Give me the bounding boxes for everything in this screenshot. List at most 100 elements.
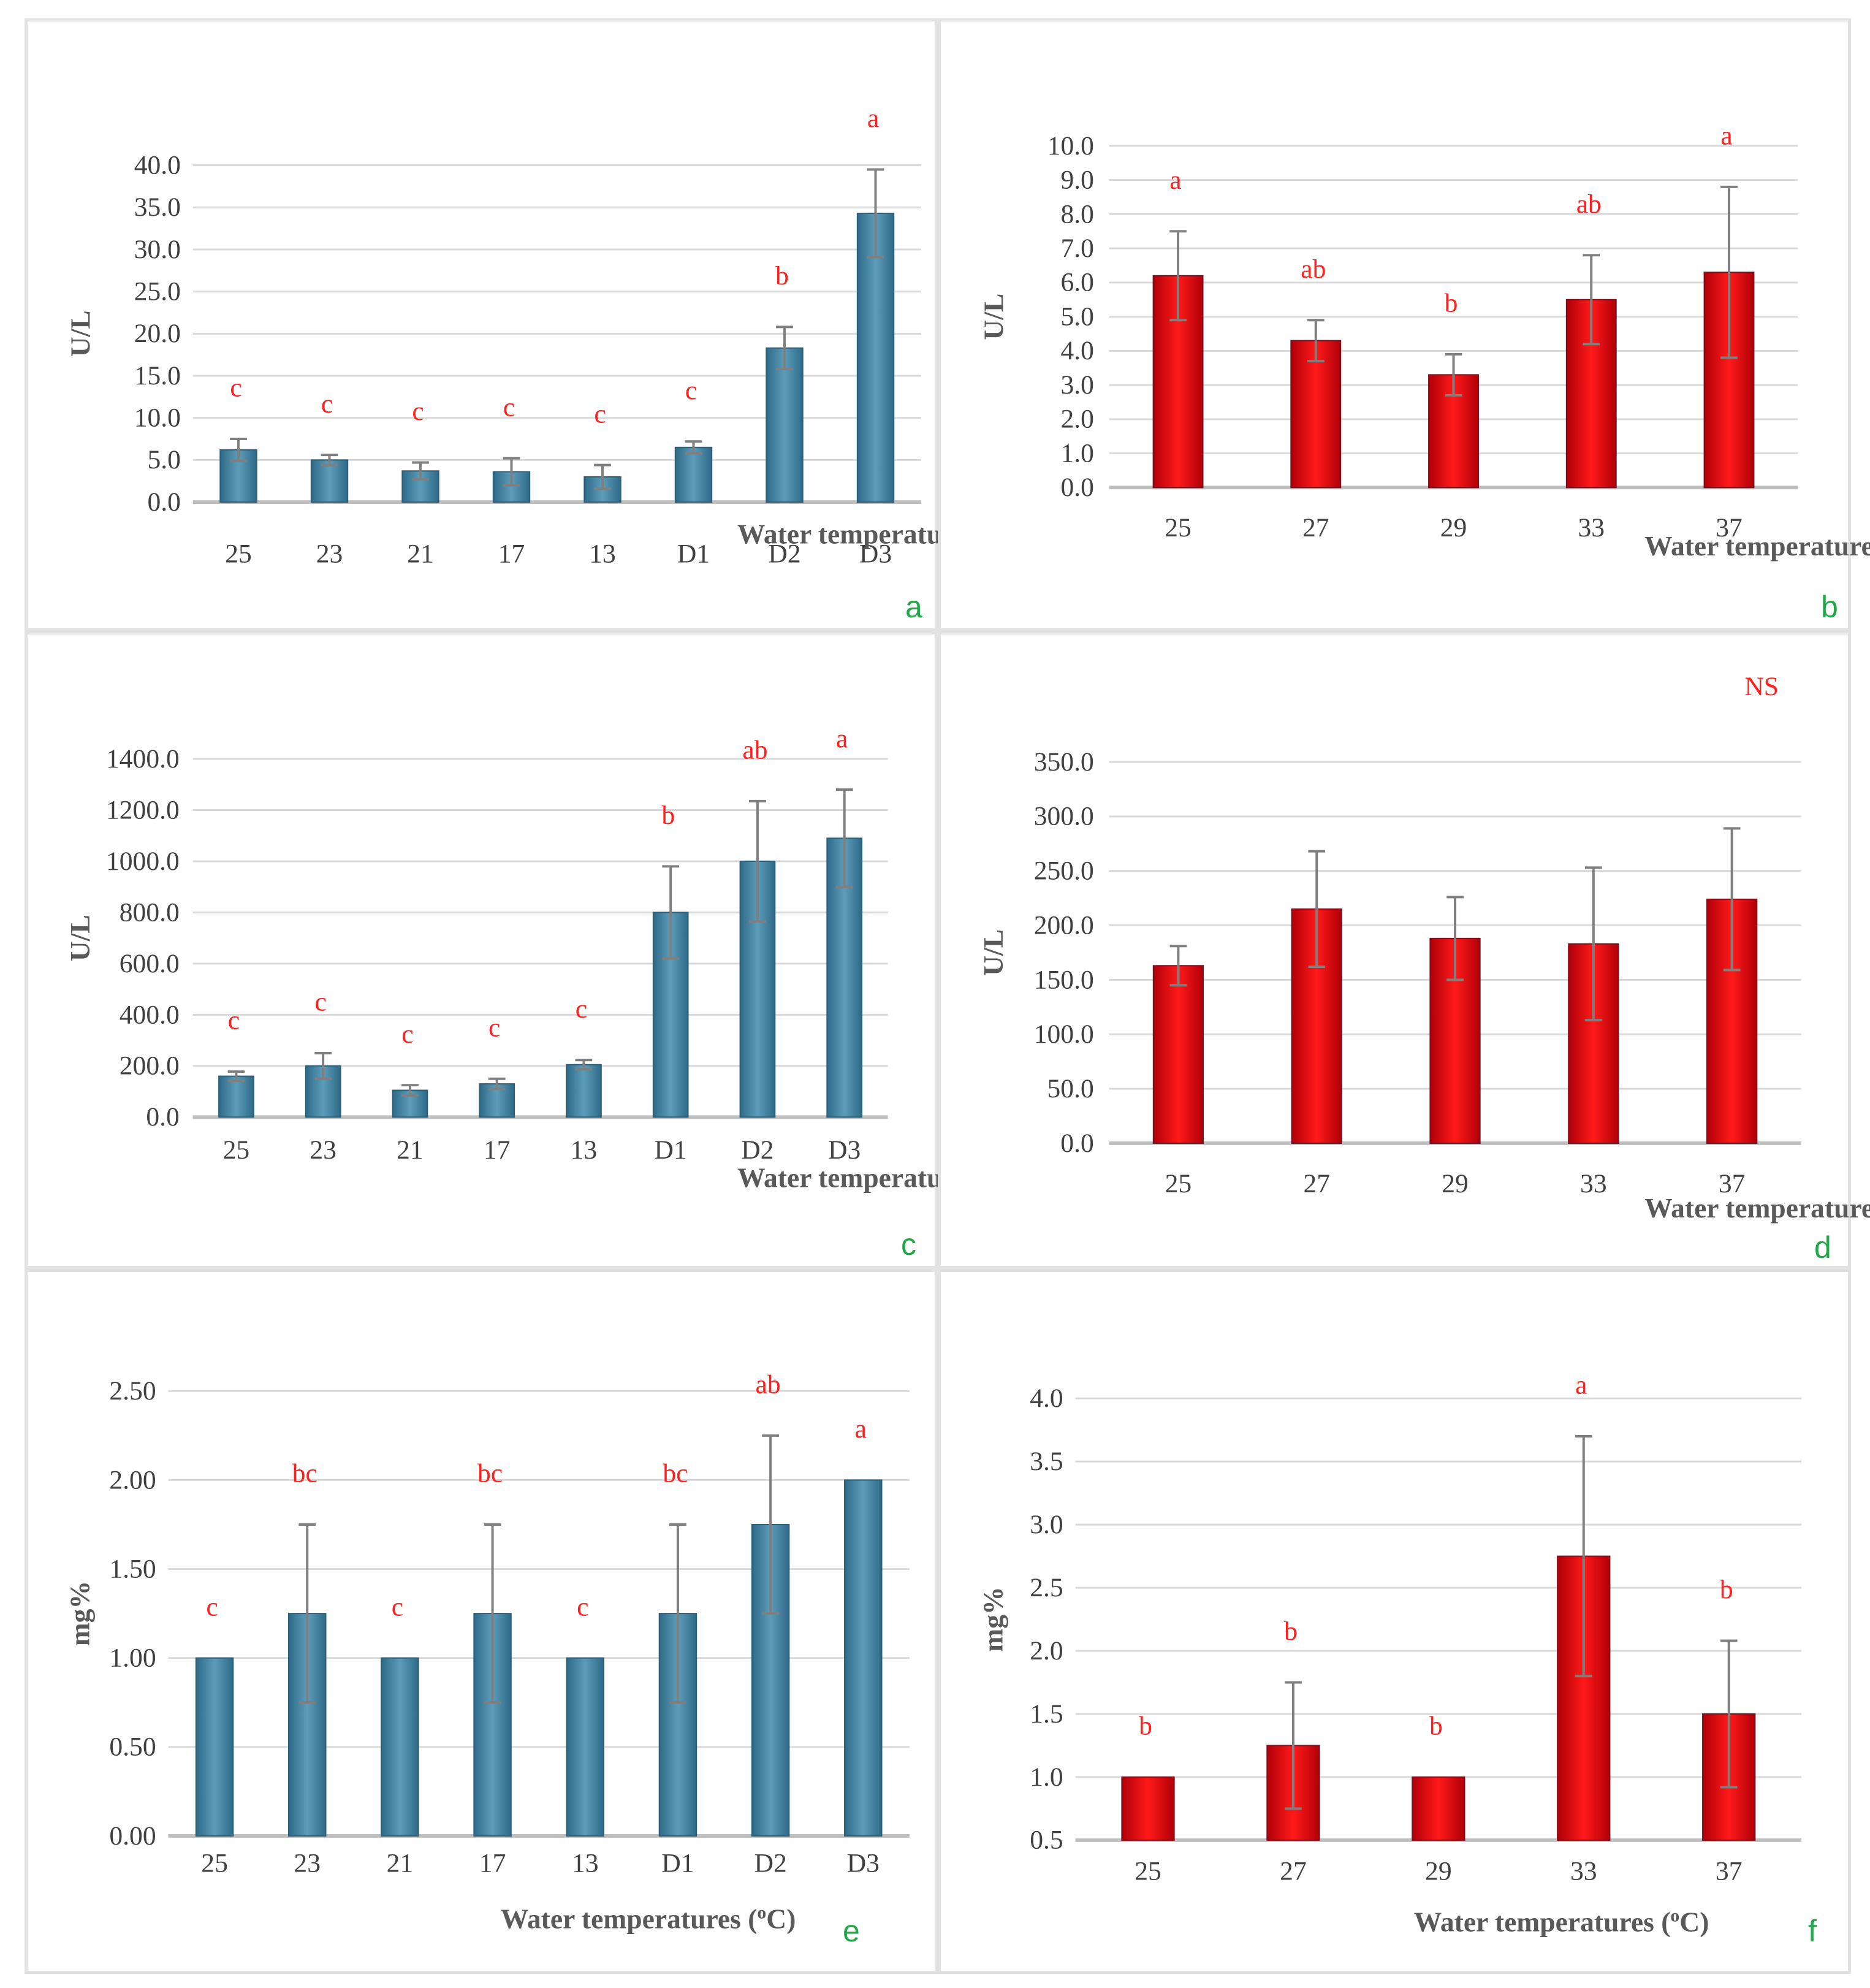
y-tick-label: 0.0 [148,487,181,517]
x-tick-label: 27 [1280,1856,1307,1886]
x-tick-label: 25 [223,1135,250,1165]
significance-letter: c [392,1592,403,1621]
y-tick-label: 1400.0 [106,744,180,774]
significance-letter: c [230,373,241,403]
bar [1121,1776,1175,1841]
x-tick-label: 33 [1578,513,1605,543]
y-axis-title: U/L [978,929,1009,976]
y-tick-label: 1.0 [1030,1762,1063,1792]
significance-letter: bc [292,1459,317,1488]
y-tick-label: 10.0 [134,403,181,433]
y-tick-label: 1200.0 [106,795,180,825]
y-tick-label: 300.0 [1034,802,1094,831]
bar [674,446,713,503]
x-tick-label: 25 [1135,1856,1161,1886]
significance-letter: c [321,389,333,419]
bar [566,1657,604,1837]
y-tick-label: 2.00 [109,1465,156,1495]
significance-letter: a [1720,121,1732,151]
chart-panel-f: 0.5 1.0 1.5 2.0 2.5 3.0 3.5 4.0 25 b 27 b 29 b 33 a 37 b m… [938,1269,1851,1974]
y-tick-label: 2.0 [1061,405,1094,434]
x-tick-label: D3 [828,1135,861,1165]
significance-letter: bc [663,1459,688,1488]
bar [381,1657,419,1837]
significance-letter: c [488,1013,500,1042]
bar [566,1064,602,1118]
significance-letter: c [576,994,587,1024]
x-tick-label: 37 [1719,1169,1746,1198]
x-tick-label: 29 [1440,513,1467,543]
significance-letter: a [1169,166,1181,195]
x-axis-title: Water temperatures (oC) [1644,1192,1870,1224]
y-tick-label: 5.0 [1061,302,1094,331]
panel-label-c: c [901,1227,916,1262]
chart-c-svg: 0.0 200.0 400.0 600.0 800.0 1000.0 1200.0 1400.… [64,724,1032,1193]
x-tick-label: 37 [1716,1856,1743,1886]
x-tick-label: D2 [768,539,800,568]
y-tick-label: 1.50 [109,1554,156,1583]
y-tick-label: 200.0 [1034,910,1094,940]
chart-b-svg: 0.0 1.0 2.0 3.0 4.0 5.0 6.0 7.0 8.0 9.0 10.0 25 a 27 a… [978,121,1870,562]
x-tick-label: 21 [407,539,434,568]
significance-letter: b [1720,1575,1733,1604]
y-tick-label: 2.50 [109,1376,156,1406]
x-axis-title: Water temperatures (oC) [1414,1906,1709,1938]
significance-letter: ab [1301,254,1326,284]
significance-letter: c [685,376,697,405]
significance-letter: a [855,1414,867,1444]
significance-letter: c [315,988,327,1017]
chart-panel-d: 0.0 50.0 100.0 150.0 200.0 250.0 300.0 350.0 25 2… [938,631,1870,1269]
significance-letter: c [594,399,606,428]
y-tick-label: 3.5 [1030,1447,1063,1476]
y-tick-label: 0.50 [109,1732,156,1762]
significance-letter: bc [477,1459,503,1488]
y-tick-label: 150.0 [1034,965,1094,994]
x-tick-label: 27 [1303,1169,1330,1198]
x-tick-label: 27 [1302,513,1329,543]
x-tick-label: 21 [397,1135,424,1165]
y-tick-label: 3.0 [1061,370,1094,400]
y-tick-label: 200.0 [120,1051,180,1081]
y-tick-label: 50.0 [1047,1074,1094,1103]
y-tick-label: 4.0 [1061,336,1094,365]
x-tick-label: D2 [741,1135,773,1165]
x-axis-title: Water temperatures (oC) [501,1903,796,1935]
y-tick-label: 6.0 [1061,268,1094,297]
y-tick-label: 7.0 [1061,234,1094,263]
x-tick-label: 29 [1425,1856,1452,1886]
x-tick-label: 21 [387,1848,414,1878]
bar [1152,965,1204,1144]
x-tick-label: 29 [1442,1169,1469,1198]
x-tick-label: 17 [498,539,525,568]
significance-letter: ab [1576,189,1602,219]
significance-letter: a [836,724,848,753]
x-tick-label: 13 [571,1135,598,1165]
y-tick-label: 0.0 [1061,473,1094,502]
y-tick-label: 10.0 [1047,131,1094,161]
x-tick-label: 13 [572,1848,599,1878]
x-tick-label: 25 [1165,1169,1192,1198]
x-tick-label: 23 [294,1848,321,1878]
y-tick-label: 15.0 [134,361,181,390]
significance-letter: c [228,1006,240,1035]
y-axis-title: U/L [978,294,1009,340]
y-tick-label: 1.0 [1061,438,1094,468]
x-axis-title: Water temperatures (oC) [1644,530,1870,562]
significance-letter: c [503,392,515,422]
y-axis-title: U/L [64,310,96,357]
x-tick-label: 13 [589,539,616,568]
bar [310,459,349,503]
y-tick-label: 800.0 [120,897,180,927]
x-tick-label: 25 [225,539,252,568]
x-tick-label: 23 [310,1135,336,1165]
y-tick-label: 1.00 [109,1643,156,1673]
x-tick-label: 17 [484,1135,511,1165]
y-tick-label: 20.0 [134,319,181,348]
x-tick-label: 37 [1716,513,1743,543]
y-tick-label: 9.0 [1061,166,1094,195]
chart-d-svg: 0.0 50.0 100.0 150.0 200.0 250.0 300.0 350.0 25 2… [978,672,1870,1224]
x-tick-label: 23 [316,539,343,568]
x-tick-label: 33 [1570,1856,1597,1886]
bar [766,347,804,503]
y-tick-label: 250.0 [1034,856,1094,886]
